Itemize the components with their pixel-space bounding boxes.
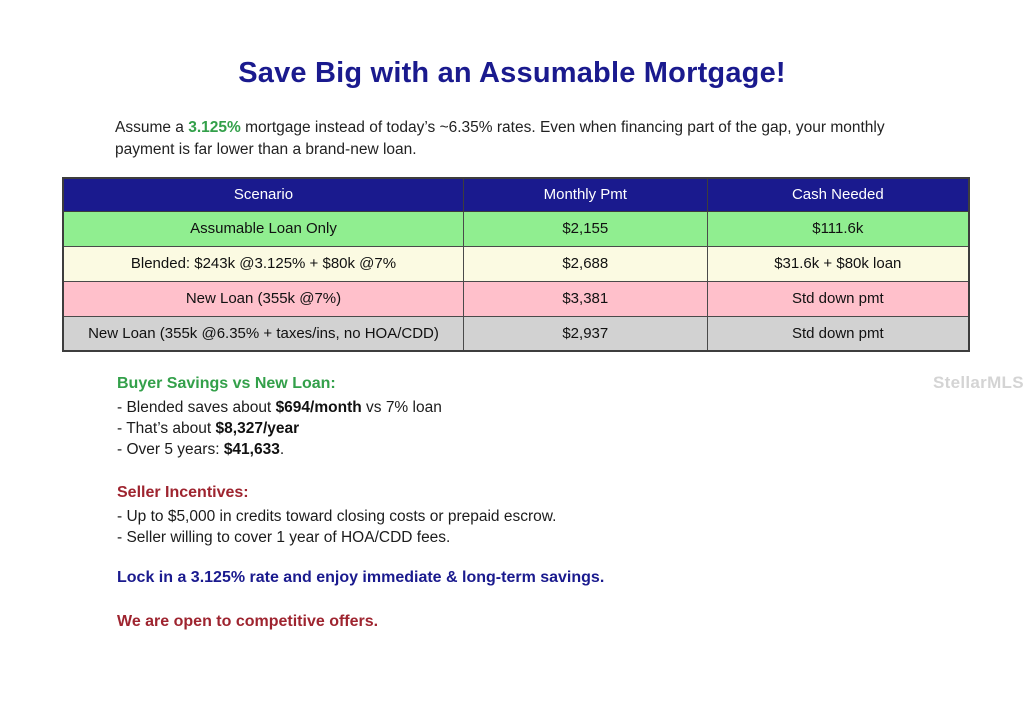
intro-paragraph: Assume a 3.125% mortgage instead of toda… <box>115 117 905 160</box>
cell-cash-needed: $111.6k <box>706 210 970 247</box>
table-row-new-loan-635pct: New Loan (355k @6.35% + taxes/ins, no HO… <box>62 315 970 352</box>
buyer-savings-bullet-5year: - Over 5 years: $41,633. <box>117 439 1024 460</box>
header-cash-needed: Cash Needed <box>706 177 970 212</box>
intro-rate-highlight: 3.125% <box>188 119 241 136</box>
intro-prefix: Assume a <box>115 119 189 136</box>
table-row-assumable: Assumable Loan Only $2,155 $111.6k <box>62 210 970 247</box>
table-row-new-loan-7pct: New Loan (355k @7%) $3,381 Std down pmt <box>62 280 970 317</box>
cell-cash-needed: $31.6k + $80k loan <box>706 245 970 282</box>
cell-monthly-pmt: $2,688 <box>462 245 708 282</box>
cell-cash-needed: Std down pmt <box>706 315 970 352</box>
bullet-bold-value: $8,327/year <box>215 420 300 437</box>
bullet-bold-value: $41,633 <box>223 441 280 458</box>
bullet-text: vs 7% loan <box>361 399 442 416</box>
cell-monthly-pmt: $3,381 <box>462 280 708 317</box>
bullet-bold-value: $694/month <box>275 399 362 416</box>
page-title: Save Big with an Assumable Mortgage! <box>238 57 786 89</box>
cell-scenario: Blended: $243k @3.125% + $80k @7% <box>62 245 464 282</box>
cell-cash-needed: Std down pmt <box>706 280 970 317</box>
seller-incentives-heading: Seller Incentives: <box>117 484 249 501</box>
scenario-comparison-table: Scenario Monthly Pmt Cash Needed Assumab… <box>62 177 970 352</box>
cell-scenario: New Loan (355k @7%) <box>62 280 464 317</box>
header-scenario: Scenario <box>62 177 464 212</box>
header-monthly-pmt: Monthly Pmt <box>462 177 708 212</box>
competitive-offers-callout: We are open to competitive offers. <box>117 613 379 630</box>
buyer-savings-section: Buyer Savings vs New Loan: - Blended sav… <box>117 373 1024 460</box>
buyer-savings-heading: Buyer Savings vs New Loan: <box>117 375 336 392</box>
table-row-blended: Blended: $243k @3.125% + $80k @7% $2,688… <box>62 245 970 282</box>
cell-monthly-pmt: $2,155 <box>462 210 708 247</box>
intro-suffix: mortgage instead of today’s ~6.35% rates… <box>115 119 885 158</box>
bullet-text: - Over 5 years: <box>117 441 224 458</box>
bullet-text: - Blended saves about <box>117 399 276 416</box>
buyer-savings-bullet-monthly: - Blended saves about $694/month vs 7% l… <box>117 397 1024 418</box>
lock-rate-callout: Lock in a 3.125% rate and enjoy immediat… <box>117 569 605 586</box>
seller-incentive-hoa: - Seller willing to cover 1 year of HOA/… <box>117 529 451 546</box>
cell-scenario: Assumable Loan Only <box>62 210 464 247</box>
seller-incentives-section: Seller Incentives: - Up to $5,000 in cre… <box>117 482 1024 548</box>
seller-incentive-credits: - Up to $5,000 in credits toward closing… <box>117 508 557 525</box>
bullet-text: - That’s about <box>117 420 216 437</box>
table-header-row: Scenario Monthly Pmt Cash Needed <box>62 177 970 212</box>
cell-monthly-pmt: $2,937 <box>462 315 708 352</box>
buyer-savings-bullet-yearly: - That’s about $8,327/year <box>117 418 1024 439</box>
bullet-text: . <box>279 441 285 458</box>
cell-scenario: New Loan (355k @6.35% + taxes/ins, no HO… <box>62 315 464 352</box>
